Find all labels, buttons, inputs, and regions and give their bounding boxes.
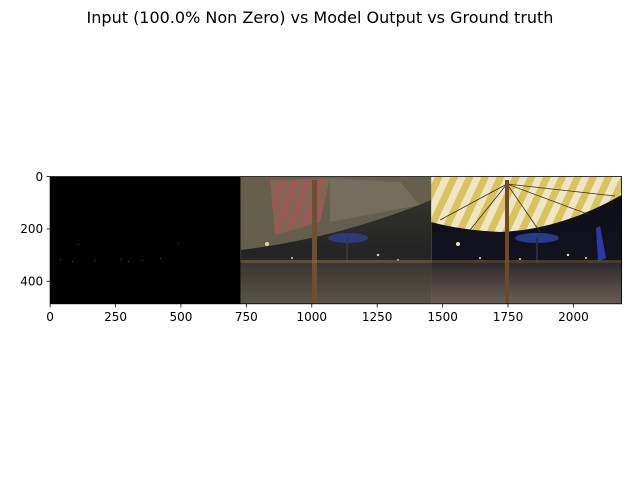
model-output-panel [240, 176, 432, 304]
chart-title: Input (100.0% Non Zero) vs Model Output … [87, 8, 554, 27]
x-tick-label: 1500 [427, 310, 458, 324]
plot-frame [49, 176, 622, 305]
x-tick-label: 500 [169, 310, 192, 324]
x-tick-label: 750 [235, 310, 258, 324]
x-axis: 0 250 500 750 1000 1250 1500 1750 2000 [46, 303, 589, 324]
x-tick-label: 1250 [362, 310, 393, 324]
y-tick-label: 400 [20, 274, 43, 288]
image-panels [50, 176, 622, 304]
x-tick-label: 250 [104, 310, 127, 324]
input-dark-panel [50, 176, 241, 304]
x-tick-label: 0 [46, 310, 54, 324]
x-tick-label: 2000 [558, 310, 589, 324]
x-tick-label: 1750 [493, 310, 524, 324]
y-axis: 0 200 400 [20, 170, 51, 288]
x-tick-label: 1000 [297, 310, 328, 324]
ground-truth-panel [431, 176, 622, 304]
y-tick-label: 200 [20, 222, 43, 236]
y-tick-label: 0 [35, 170, 43, 184]
